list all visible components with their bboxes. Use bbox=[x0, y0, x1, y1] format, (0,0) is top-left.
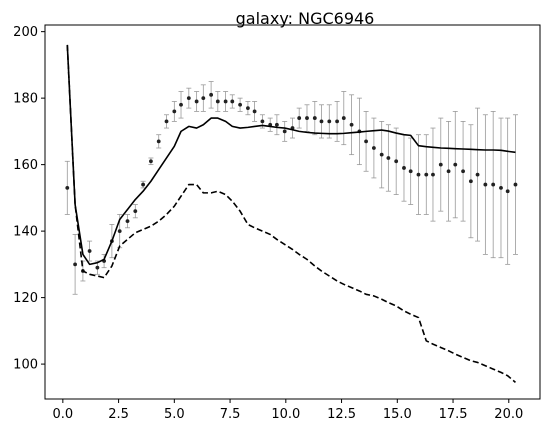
data-point bbox=[223, 99, 228, 104]
data-point bbox=[341, 116, 346, 120]
data-point bbox=[230, 99, 235, 104]
x-tick-label: 20.0 bbox=[494, 407, 523, 422]
data-point bbox=[402, 166, 406, 170]
solid-series-line bbox=[66, 44, 516, 266]
data-point bbox=[252, 109, 257, 114]
data-point bbox=[446, 169, 451, 174]
data-point bbox=[133, 209, 138, 214]
data-point bbox=[73, 262, 78, 267]
data-point bbox=[95, 265, 100, 270]
data-point bbox=[65, 185, 70, 190]
data-point bbox=[327, 119, 332, 124]
data-point bbox=[117, 229, 122, 234]
data-point bbox=[371, 146, 376, 150]
data-point bbox=[274, 122, 279, 127]
x-tick-label: 12.5 bbox=[327, 407, 356, 422]
y-tick-label: 200 bbox=[13, 25, 38, 40]
data-point bbox=[238, 102, 243, 107]
x-tick-label: 17.5 bbox=[439, 407, 468, 422]
data-point bbox=[505, 189, 510, 194]
data-point bbox=[483, 182, 488, 187]
data-point bbox=[282, 129, 287, 134]
data-point bbox=[499, 185, 503, 190]
data-point bbox=[408, 169, 413, 174]
y-tick-label: 140 bbox=[13, 225, 38, 240]
data-point bbox=[431, 172, 435, 177]
data-point bbox=[491, 182, 496, 187]
data-point bbox=[312, 116, 317, 120]
data-point bbox=[186, 96, 191, 101]
data-point bbox=[513, 182, 518, 187]
data-point bbox=[461, 169, 465, 174]
x-tick-label: 15.0 bbox=[383, 407, 412, 422]
x-tick-label: 7.5 bbox=[220, 407, 241, 422]
y-tick-label: 160 bbox=[13, 158, 38, 173]
data-point bbox=[215, 99, 220, 104]
axis-layer: 0.0 2.5 5.0 7.5 10.0 12.5 15.0 17.5 20.0 100 120 14… bbox=[13, 25, 523, 422]
data-point bbox=[453, 162, 458, 167]
y-tick-label: 100 bbox=[13, 358, 38, 373]
data-point bbox=[141, 182, 146, 187]
data-point bbox=[201, 96, 206, 101]
plot-frame bbox=[44, 24, 541, 400]
data-point bbox=[209, 92, 214, 97]
data-point bbox=[125, 219, 130, 224]
data-point bbox=[156, 139, 161, 144]
data-point bbox=[468, 179, 473, 184]
data-point bbox=[305, 116, 309, 120]
data-point bbox=[164, 119, 169, 124]
x-tick-label: 2.5 bbox=[108, 407, 129, 422]
data-point bbox=[87, 249, 92, 253]
series-layer bbox=[64, 44, 518, 383]
data-point bbox=[149, 159, 153, 164]
x-tick-label: 10.0 bbox=[271, 407, 300, 422]
data-point bbox=[394, 159, 399, 164]
data-point bbox=[297, 116, 302, 120]
x-tick-label: 0.0 bbox=[52, 407, 73, 422]
data-point bbox=[335, 119, 339, 124]
data-point bbox=[424, 172, 429, 177]
x-tick-label: 5.0 bbox=[164, 407, 185, 422]
data-point bbox=[438, 162, 443, 167]
data-point bbox=[319, 119, 324, 124]
dashed-series-line bbox=[66, 44, 516, 383]
data-point bbox=[416, 172, 421, 177]
data-point bbox=[386, 156, 391, 160]
data-point bbox=[260, 119, 265, 124]
data-point bbox=[475, 172, 480, 177]
data-point bbox=[379, 152, 384, 157]
y-tick-label: 180 bbox=[13, 92, 38, 107]
data-point bbox=[349, 122, 354, 127]
data-point bbox=[194, 99, 199, 104]
data-point bbox=[179, 102, 183, 107]
chart-title: galaxy: NGC6946 bbox=[236, 9, 375, 28]
data-point bbox=[364, 139, 368, 144]
data-point bbox=[172, 109, 177, 114]
y-tick-label: 120 bbox=[13, 291, 38, 306]
data-point bbox=[246, 106, 250, 111]
